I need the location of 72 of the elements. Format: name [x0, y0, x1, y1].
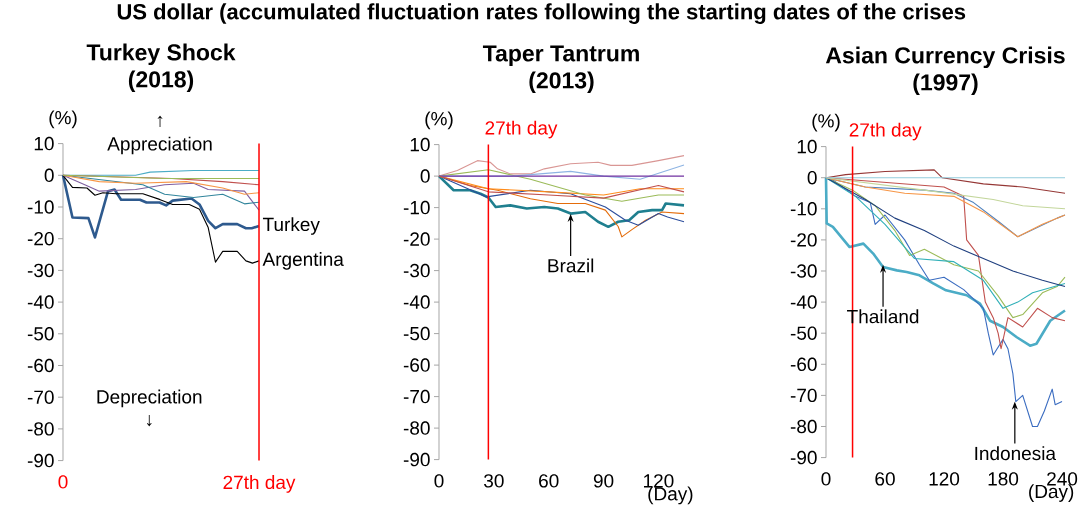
ref-line-label: 27th day [849, 122, 922, 141]
x-tick-label: 240 [1047, 472, 1078, 486]
line-series [61, 174, 261, 239]
y-tick-label: -30 [403, 264, 430, 278]
y-tick-label: 10 [34, 137, 54, 151]
y-tick-label: -90 [790, 451, 817, 465]
x-axis-title: (Day) [648, 486, 693, 505]
y-tick-label: -70 [790, 388, 817, 403]
y-tick-label: -10 [790, 202, 817, 216]
series-label: Argentina [262, 252, 344, 270]
annotation: Brazil [548, 258, 594, 273]
text: ↑ [157, 115, 163, 128]
y-tick-label: -80 [27, 422, 54, 436]
y-tick-label: -40 [790, 295, 817, 310]
y-tick-label: -50 [27, 327, 54, 341]
y-tick-label: 0 [420, 169, 430, 184]
y-tick-label: -60 [790, 357, 817, 372]
x-tick-label: 60 [539, 474, 559, 488]
x-tick-label: 120 [929, 472, 960, 486]
x-tick-label: 120 [644, 474, 674, 488]
y-tick-label: -60 [403, 358, 430, 373]
y-tick-label: -80 [403, 421, 430, 436]
y-tick-label: -70 [27, 390, 54, 405]
chart-title: Taper Tantrum [482, 45, 639, 67]
y-tick-label: 0 [807, 171, 817, 185]
chart-subtitle: (2018) [128, 70, 194, 93]
y-tick-label: 10 [410, 138, 430, 152]
y-tick-label: -90 [403, 453, 430, 467]
y-axis-title: (%) [425, 111, 453, 130]
y-axis-title: (%) [49, 110, 77, 129]
y-tick-label: -20 [790, 233, 817, 247]
y-tick-label: -10 [403, 201, 430, 215]
line-series [62, 174, 260, 264]
x-tick-label: 30 [484, 474, 504, 488]
text: US dollar (accumulated fluctuation rates following the starting dates of the crises [117, 3, 966, 25]
y-tick-label: -50 [403, 327, 430, 341]
y-tick-label: -40 [27, 295, 54, 310]
y-tick-label: -20 [403, 232, 430, 247]
chart-title: Asian Currency Crisis [825, 46, 1065, 69]
x-axis-title: (Day) [1029, 484, 1074, 503]
line-series [825, 177, 1066, 288]
annotation: Indonesia [975, 446, 1057, 461]
y-tick-label: -90 [27, 454, 54, 468]
line-series [825, 177, 1066, 210]
annotation: ↓ [147, 415, 152, 427]
x-tick-label: 0 [58, 475, 68, 489]
chart-subtitle: (1997) [913, 73, 978, 96]
x-tick-label: 180 [988, 472, 1019, 486]
series-label: Turkey [262, 217, 320, 236]
y-tick-label: -40 [403, 295, 430, 310]
x-tick-label: 60 [875, 472, 895, 486]
annotation: Depreciation [97, 389, 202, 408]
x-tick-label: 90 [593, 474, 614, 488]
y-tick-label: -20 [27, 232, 54, 246]
x-tick-label: 27th day [223, 475, 296, 494]
y-tick-label: -10 [27, 200, 54, 214]
chart-title: Turkey Shock [86, 43, 236, 66]
y-tick-label: -80 [790, 419, 817, 434]
annotation: Appreciation [107, 136, 212, 155]
y-tick-label: 0 [44, 168, 54, 183]
y-tick-label: -50 [790, 326, 817, 341]
ref-line-label: 27th day [485, 120, 558, 139]
y-tick-label: 10 [797, 140, 817, 154]
y-tick-label: -70 [403, 390, 430, 404]
y-axis-title: (%) [812, 113, 840, 132]
line-series [62, 174, 260, 211]
x-tick-label: 0 [434, 474, 444, 488]
y-tick-label: -30 [790, 264, 817, 278]
y-tick-label: -60 [27, 358, 54, 373]
y-tick-label: -30 [27, 263, 54, 278]
chart-subtitle: (2013) [529, 71, 594, 94]
x-tick-label: 0 [821, 472, 831, 486]
